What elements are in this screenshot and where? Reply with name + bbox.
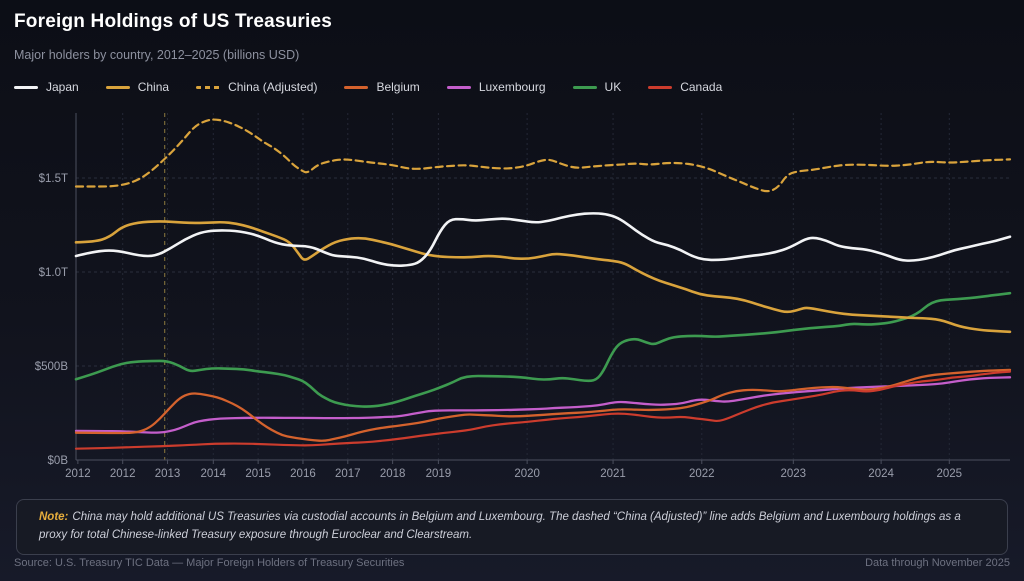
page-subtitle: Major holders by country, 2012–2025 (bil… [14, 48, 300, 62]
series-line-china [74, 220, 1012, 334]
note-box: Note: China may hold additional US Treasu… [16, 499, 1008, 555]
legend-label: China (Adjusted) [228, 80, 318, 94]
legend-item-china-adjusted[interactable]: China (Adjusted) [196, 80, 317, 94]
chart-legend: Japan China China (Adjusted) Belgium Luxembo… [14, 80, 722, 94]
series-line-uk [74, 291, 1012, 408]
legend-swatch-china-adjusted [196, 85, 221, 89]
legend-label: UK [604, 80, 622, 94]
x-tick-label: 2014 [201, 468, 227, 480]
legend-item-uk[interactable]: UK [572, 80, 622, 94]
x-tick-label: 2020 [514, 468, 540, 480]
x-tick-label: 2016 [290, 468, 316, 480]
legend-swatch-canada [648, 85, 673, 89]
legend-item-japan[interactable]: Japan [14, 80, 79, 94]
legend-label: Japan [46, 80, 79, 94]
x-tick-label: 2021 [600, 468, 626, 480]
legend-swatch-china [105, 85, 130, 89]
treasury-holdings-chart: $0B $500B $1.0T $1.5T 2012 2012 2013 2014 2015 20… [35, 113, 1012, 480]
x-tick-label: 2023 [781, 468, 807, 480]
series-line-china-adjusted [74, 118, 1012, 193]
legend-item-canada[interactable]: Canada [648, 80, 722, 94]
y-tick-label: $0B [48, 455, 69, 467]
x-tick-label: 2012 [65, 468, 91, 480]
x-tick-label: 2019 [426, 468, 452, 480]
series-line-japan [74, 212, 1012, 267]
series-line-canada [74, 370, 1012, 450]
x-tick-label: 2022 [689, 468, 715, 480]
x-tick-label: 2018 [380, 468, 406, 480]
legend-swatch-belgium [344, 85, 369, 89]
y-tick-label: $1.0T [39, 267, 68, 279]
series-line-belgium [74, 368, 1012, 442]
footer-source: Source: U.S. Treasury TIC Data — Major F… [14, 557, 405, 569]
legend-label: China [137, 80, 170, 94]
note-text: China may hold additional US Treasuries … [39, 511, 961, 541]
footer-updated: Data through November 2025 [865, 557, 1010, 569]
y-tick-label: $500B [35, 361, 69, 373]
series-line-luxembourg [74, 376, 1012, 434]
x-tick-label: 2012 [110, 468, 136, 480]
legend-swatch-uk [572, 85, 597, 89]
legend-swatch-luxembourg [446, 85, 471, 89]
x-tick-label: 2017 [335, 468, 361, 480]
legend-label: Luxembourg [478, 80, 546, 94]
x-tick-label: 2013 [155, 468, 181, 480]
legend-item-belgium[interactable]: Belgium [344, 80, 420, 94]
footer: Source: U.S. Treasury TIC Data — Major F… [14, 557, 1010, 569]
x-tick-label: 2015 [245, 468, 271, 480]
x-tick-label: 2024 [868, 468, 894, 480]
legend-label: Belgium [376, 80, 420, 94]
legend-label: Canada [680, 80, 723, 94]
x-tick-label: 2025 [936, 468, 962, 480]
legend-swatch-japan [14, 85, 38, 89]
page-title: Foreign Holdings of US Treasuries [14, 11, 333, 32]
legend-item-china[interactable]: China [105, 80, 170, 94]
legend-item-luxembourg[interactable]: Luxembourg [446, 80, 546, 94]
y-tick-label: $1.5T [39, 173, 68, 185]
note-label: Note: [39, 511, 69, 523]
